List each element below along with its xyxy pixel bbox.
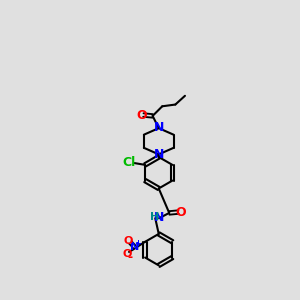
Text: O: O [124, 236, 133, 246]
Text: N: N [154, 148, 164, 161]
Text: N: N [130, 242, 139, 252]
Text: O: O [123, 249, 132, 259]
Text: Cl: Cl [122, 156, 135, 169]
Text: O: O [136, 109, 147, 122]
Text: N: N [154, 121, 164, 134]
Text: +: + [134, 239, 141, 248]
Text: O: O [175, 206, 186, 219]
Text: H: H [150, 212, 159, 222]
Text: N: N [154, 211, 164, 224]
Text: -: - [128, 251, 133, 264]
